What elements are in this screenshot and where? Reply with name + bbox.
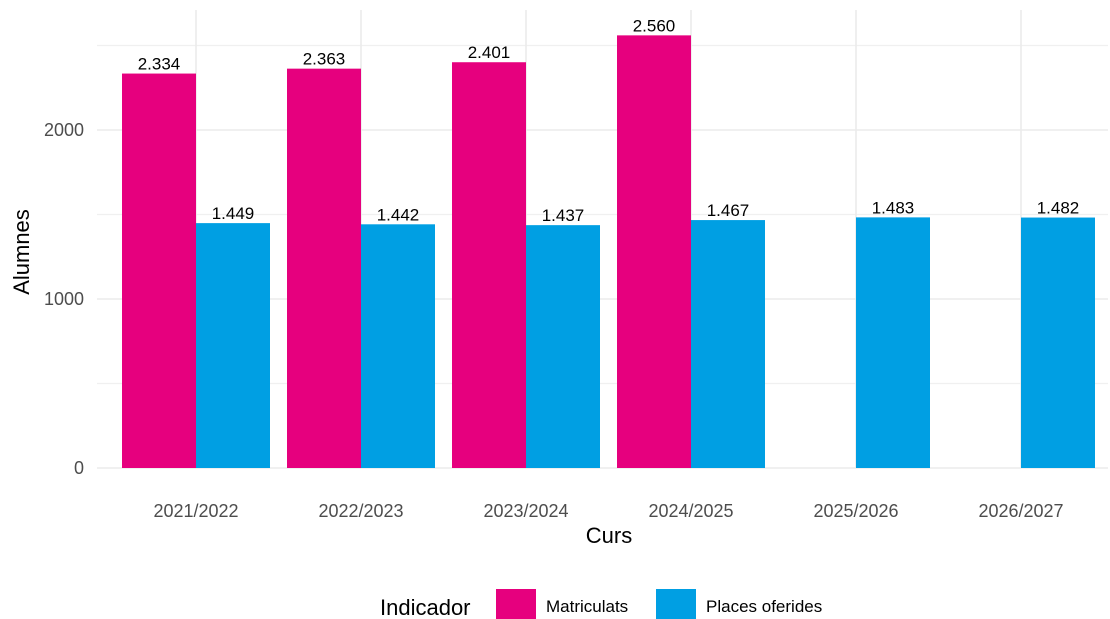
bar-matriculats <box>287 68 361 468</box>
bars <box>122 35 1095 469</box>
legend-swatch-places-oferides <box>656 589 696 619</box>
data-label-places-oferides: 1.437 <box>542 206 585 225</box>
y-axis-ticks: 0 1000 2000 <box>44 120 84 478</box>
x-axis-ticks: 2021/2022 2022/2023 2023/2024 2024/2025 2025… <box>153 501 1063 521</box>
legend: Indicador Matriculats Places oferides <box>380 589 822 619</box>
data-label-places-oferides: 1.483 <box>872 198 915 217</box>
bar-places-oferides <box>196 223 270 468</box>
data-labels: 2.334 2.363 2.401 2.560 1.449 1.442 1.437 1.467… <box>138 16 1080 225</box>
data-label-matriculats: 2.334 <box>138 55 181 74</box>
x-axis-title: Curs <box>586 523 632 548</box>
data-label-places-oferides: 1.482 <box>1037 199 1080 218</box>
x-tick-label: 2022/2023 <box>318 501 403 521</box>
bar-matriculats <box>122 73 196 468</box>
x-tick-label: 2023/2024 <box>483 501 568 521</box>
legend-swatch-matriculats <box>496 589 536 619</box>
data-label-places-oferides: 1.449 <box>212 204 255 223</box>
y-axis-title: Alumnes <box>9 209 34 295</box>
data-label-matriculats: 2.560 <box>633 16 676 35</box>
bar-places-oferides <box>361 224 435 468</box>
x-tick-label: 2025/2026 <box>813 501 898 521</box>
data-label-places-oferides: 1.442 <box>377 205 420 224</box>
x-tick-label: 2026/2027 <box>978 501 1063 521</box>
x-tick-label: 2021/2022 <box>153 501 238 521</box>
legend-title: Indicador <box>380 595 471 619</box>
legend-label-places-oferides: Places oferides <box>706 597 822 616</box>
bar-places-oferides <box>526 225 600 468</box>
bar-places-oferides <box>1021 217 1095 468</box>
y-tick-label: 1000 <box>44 289 84 309</box>
x-tick-label: 2024/2025 <box>648 501 733 521</box>
bar-places-oferides <box>691 220 765 468</box>
y-tick-label: 0 <box>74 458 84 478</box>
bar-places-oferides <box>856 217 930 468</box>
data-label-matriculats: 2.401 <box>468 43 511 62</box>
data-label-matriculats: 2.363 <box>303 50 346 69</box>
legend-label-matriculats: Matriculats <box>546 597 628 616</box>
y-tick-label: 2000 <box>44 120 84 140</box>
data-label-places-oferides: 1.467 <box>707 201 750 220</box>
bar-matriculats <box>617 35 691 469</box>
bar-matriculats <box>452 62 526 469</box>
